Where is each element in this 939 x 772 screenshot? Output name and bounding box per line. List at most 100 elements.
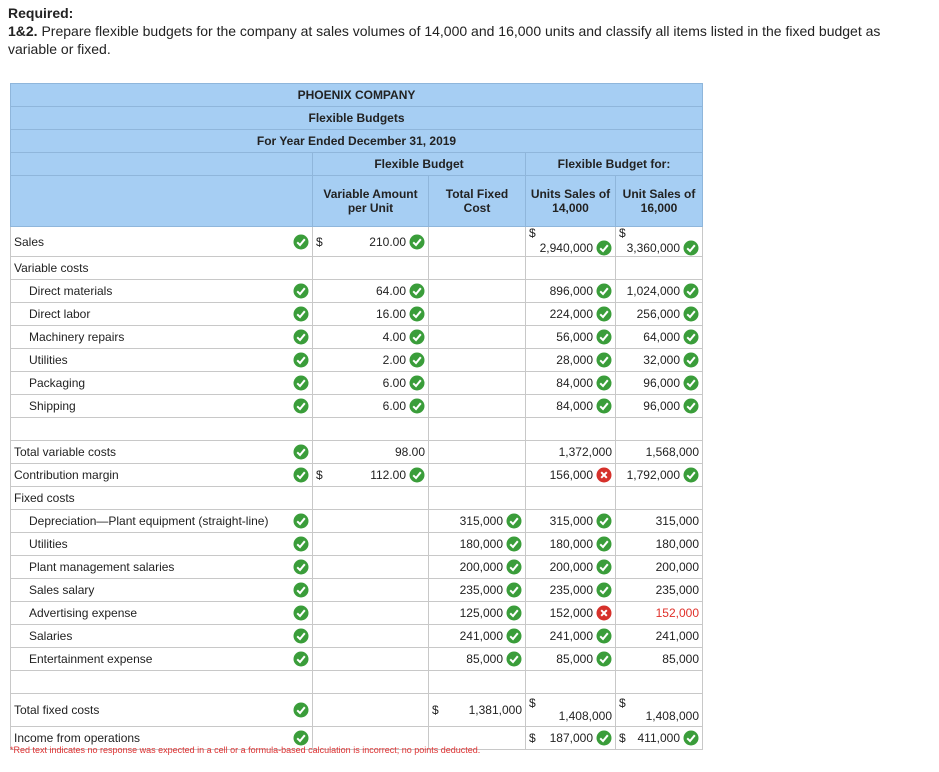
table-row: Utilities 2.00 28,000 32,000 <box>10 348 703 372</box>
row-label-wrap: Sales salary <box>14 582 309 598</box>
check-icon <box>293 559 309 575</box>
row-label-wrap: Variable costs <box>14 261 309 275</box>
check-icon <box>596 651 612 667</box>
amount-wrap: 16.00 <box>316 304 425 325</box>
value-cell <box>428 325 526 349</box>
value-cell: 98.00 <box>312 440 429 464</box>
amount-wrap: 896,000 <box>529 281 612 302</box>
amount: 85,000 <box>466 652 503 666</box>
value-cell: 256,000 <box>615 302 703 326</box>
value-cell: $1,381,000 <box>428 693 526 727</box>
amount-wrap: 1,372,000 <box>529 442 612 463</box>
currency: $ <box>316 468 323 482</box>
amount-wrap: 152,000 <box>529 603 612 624</box>
table-row: Direct materials 64.00 896,000 1,024,000 <box>10 279 703 303</box>
row-label-wrap: Utilities <box>14 536 309 552</box>
table-row: Plant management salaries 200,000 200,000 2… <box>10 555 703 579</box>
value-cell <box>428 486 526 510</box>
value-cell: 32,000 <box>615 348 703 372</box>
amount-wrap: 32,000 <box>619 350 699 371</box>
amount: 180,000 <box>655 537 699 551</box>
table-row: Total variable costs 98.00 1,372,000 1,568,… <box>10 440 703 464</box>
amount: 1,024,000 <box>626 284 680 298</box>
amount-wrap: 200,000 <box>432 557 522 578</box>
value-cell: 896,000 <box>525 279 616 303</box>
row-label-cell: Direct materials <box>10 279 313 303</box>
amount-wrap: 152,000 <box>619 603 699 624</box>
row-label: Sales salary <box>29 583 95 597</box>
stacked-amount: $1,408,000 <box>529 697 612 723</box>
check-icon <box>596 283 612 299</box>
value-cell: 1,372,000 <box>525 440 616 464</box>
check-icon <box>293 234 309 249</box>
check-icon <box>596 582 612 598</box>
amount-wrap: 200,000 <box>529 557 612 578</box>
value-cell <box>428 256 526 280</box>
value-cell <box>312 256 429 280</box>
amount-wrap: 156,000 <box>529 465 612 486</box>
check-icon <box>409 283 425 299</box>
column-header: Units Sales of 14,000 <box>525 175 616 227</box>
amount: 200,000 <box>459 560 503 574</box>
value-cell: 28,000 <box>525 348 616 372</box>
amount: 4.00 <box>382 330 406 344</box>
row-label-cell: Utilities <box>10 532 313 556</box>
table-row: Sales $210.00 $2,940,000 $3,360,000 <box>10 226 703 257</box>
row-label-wrap: Shipping <box>14 398 309 414</box>
row-label: Shipping <box>29 399 76 413</box>
row-label-wrap: Utilities <box>14 352 309 368</box>
row-label: Plant management salaries <box>29 560 175 574</box>
row-label-cell: Plant management salaries <box>10 555 313 579</box>
stacked-amount: $2,940,000 <box>529 228 612 256</box>
value-cell: 241,000 <box>428 624 526 648</box>
error-icon <box>596 467 612 483</box>
table-row: Sales salary 235,000 235,000 235,000 <box>10 578 703 602</box>
check-icon <box>506 605 522 621</box>
value-cell: $3,360,000 <box>615 226 703 257</box>
row-label-cell: Shipping <box>10 394 313 418</box>
value-cell: $1,408,000 <box>615 693 703 727</box>
value-cell: 156,000 <box>525 463 616 487</box>
footnote: *Red text indicates no response was expe… <box>10 745 481 755</box>
amount: 98.00 <box>394 445 425 459</box>
check-icon <box>596 398 612 414</box>
row-label-cell: Entertainment expense <box>10 647 313 671</box>
amount-wrap: 180,000 <box>619 534 699 555</box>
amount-wrap: 6.00 <box>316 396 425 417</box>
check-icon <box>596 730 612 746</box>
row-label-wrap: Machinery repairs <box>14 329 309 345</box>
value-cell: 241,000 <box>615 624 703 648</box>
value-cell <box>312 601 429 625</box>
check-icon <box>683 375 699 391</box>
table-row <box>10 417 703 441</box>
check-icon <box>596 329 612 345</box>
currency: $ <box>432 703 439 717</box>
check-icon <box>683 329 699 345</box>
row-label-wrap: Total variable costs <box>14 444 309 460</box>
amount-wrap: 315,000 <box>529 511 612 532</box>
period: For Year Ended December 31, 2019 <box>10 129 703 153</box>
amount-wrap: 235,000 <box>529 580 612 601</box>
amount-wrap: 224,000 <box>529 304 612 325</box>
amount-line: 2,940,000 <box>529 240 612 256</box>
value-cell: 6.00 <box>312 394 429 418</box>
amount: 85,000 <box>662 652 699 666</box>
amount-wrap: 84,000 <box>529 373 612 394</box>
amount: 180,000 <box>549 537 593 551</box>
value-cell: 235,000 <box>428 578 526 602</box>
check-icon <box>506 536 522 552</box>
amount-wrap: 28,000 <box>529 350 612 371</box>
value-cell: 1,792,000 <box>615 463 703 487</box>
amount: 6.00 <box>382 399 406 413</box>
check-icon <box>409 375 425 391</box>
check-icon <box>683 730 699 746</box>
value-cell <box>428 226 526 257</box>
value-cell: 85,000 <box>428 647 526 671</box>
amount-wrap: 241,000 <box>619 626 699 647</box>
amount-wrap: 1,024,000 <box>619 281 699 302</box>
check-icon <box>506 651 522 667</box>
row-label-cell: Machinery repairs <box>10 325 313 349</box>
amount: 210.00 <box>369 234 406 249</box>
amount: 56,000 <box>556 330 593 344</box>
amount: 2,940,000 <box>539 240 593 255</box>
